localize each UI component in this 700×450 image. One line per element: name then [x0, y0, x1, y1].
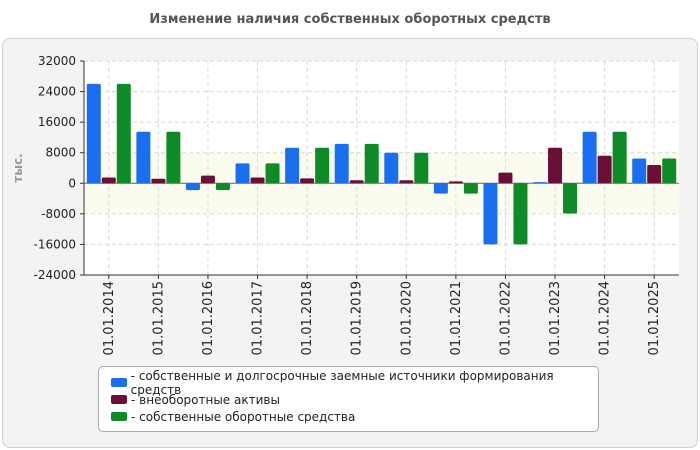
bar: [513, 183, 528, 245]
y-tick-label: 0: [68, 176, 76, 190]
x-tick-label: 01.01.2022: [498, 281, 513, 355]
legend-swatch: [111, 412, 127, 421]
bar: [349, 180, 364, 184]
legend-label: - внеоборотные активы: [131, 392, 280, 407]
bar: [200, 175, 215, 184]
bar: [116, 83, 131, 184]
x-tick-label: 01.01.2016: [201, 281, 216, 355]
bar: [185, 183, 200, 191]
bar: [215, 183, 230, 191]
x-tick-label: 01.01.2018: [300, 281, 315, 355]
bar: [533, 182, 548, 184]
bar: [285, 147, 300, 184]
bar: [315, 147, 330, 184]
x-tick-label: 01.01.2021: [449, 281, 464, 355]
bar: [463, 183, 478, 194]
x-tick-label: 01.01.2017: [251, 281, 266, 355]
legend: - собственные и долгосрочные заемные ист…: [98, 366, 599, 432]
bar: [300, 178, 315, 184]
legend-swatch: [111, 378, 127, 387]
chart-title: Изменение наличия собственных оборотных …: [149, 12, 551, 27]
y-tick-label: -16000: [33, 237, 76, 251]
x-tick-label: 01.01.2025: [647, 281, 662, 355]
bar: [548, 147, 563, 184]
legend-item-sources: - собственные и долгосрочные заемные ист…: [111, 369, 598, 397]
y-tick-label: 24000: [38, 85, 76, 99]
bar: [86, 83, 101, 184]
legend-label: - собственные оборотные средства: [131, 409, 356, 424]
bar: [662, 158, 677, 184]
bar: [414, 152, 429, 184]
bar: [563, 183, 578, 214]
bar: [632, 158, 647, 184]
bar: [647, 164, 662, 184]
bar: [483, 183, 498, 245]
bar: [136, 131, 151, 184]
y-tick-label: -24000: [33, 268, 76, 282]
bar: [166, 131, 181, 184]
bar: [597, 155, 612, 184]
bar: [448, 181, 463, 184]
bar: [498, 172, 513, 184]
bar: [433, 183, 448, 194]
legend-label: - собственные и долгосрочные заемные ист…: [130, 368, 554, 397]
bar: [384, 152, 399, 184]
x-tick-label: 01.01.2019: [350, 281, 365, 355]
y-tick-label: -8000: [41, 207, 76, 221]
x-tick-label: 01.01.2024: [598, 281, 613, 355]
bar: [265, 163, 280, 184]
x-tick-label: 01.01.2015: [151, 281, 166, 355]
bar: [101, 177, 116, 184]
y-tick-label: 32000: [38, 54, 76, 68]
x-tick-label: 01.01.2020: [399, 281, 414, 355]
legend-swatch: [111, 395, 127, 404]
bar: [250, 177, 265, 184]
legend-item-working-capital: - собственные оборотные средства: [111, 408, 598, 425]
bar: [612, 131, 627, 184]
y-axis-title: тыс.: [11, 153, 25, 182]
legend-item-noncurrent-assets: - внеоборотные активы: [111, 391, 598, 408]
y-tick-label: 8000: [45, 146, 76, 160]
bar: [364, 143, 379, 184]
bar: [582, 131, 597, 184]
x-tick-label: 01.01.2023: [548, 281, 563, 355]
bar: [334, 143, 349, 184]
x-tick-label: 01.01.2014: [102, 281, 117, 355]
y-tick-label: 16000: [38, 115, 76, 129]
bar: [235, 163, 250, 184]
bar: [399, 180, 414, 184]
bar: [151, 178, 166, 184]
